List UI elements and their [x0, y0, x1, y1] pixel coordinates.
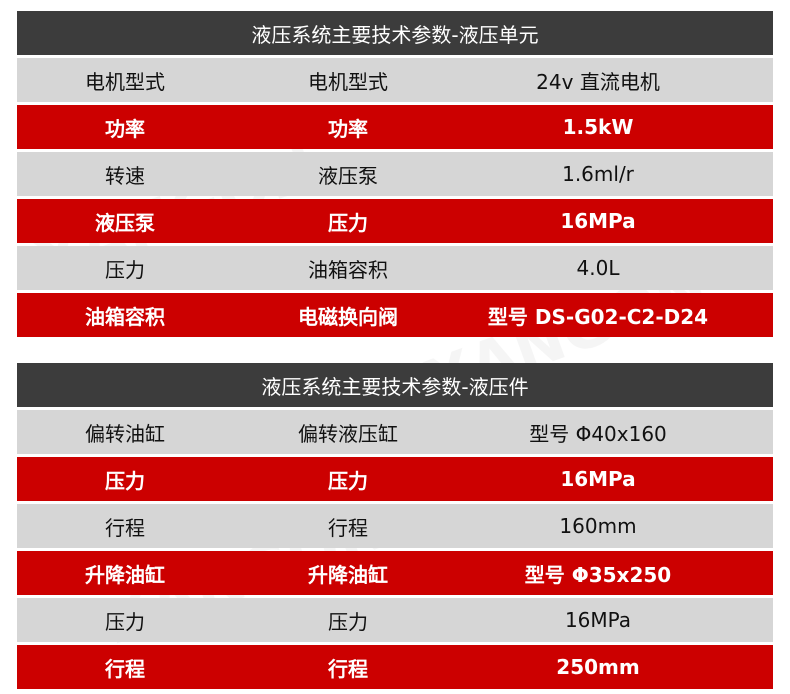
table-cell: 4.0L [576, 256, 620, 280]
hydraulic-unit-table: 液压系统主要技术参数-液压单元 电机型式 电机型式 24v 直流电机功率 功率 1.5k… [17, 11, 773, 340]
table-cell: 16MPa [564, 608, 632, 632]
table-title: 液压系统主要技术参数-液压件 [17, 363, 773, 407]
table-cell: 功率 [105, 116, 145, 141]
table-cell: 压力 [328, 210, 368, 235]
table-cell: 行程 [328, 515, 368, 540]
table-row: 升降油缸 升降油缸 型号 Φ35x250 [17, 551, 773, 595]
table-row: 电机型式 电机型式 24v 直流电机 [17, 58, 773, 102]
table-cell: 液压泵 [318, 163, 378, 188]
table-cell: 160mm [559, 514, 637, 538]
table-cell: 行程 [328, 656, 368, 681]
table-row: 转速 液压泵 1.6ml/r [17, 152, 773, 196]
table-cell: 型号 DS-G02-C2-D24 [487, 304, 709, 329]
table-row: 行程 行程 250mm [17, 645, 773, 689]
table-cell: 转速 [105, 163, 145, 188]
table-cell: 行程 [105, 515, 145, 540]
table-cell: 偏转液压缸 [298, 421, 398, 446]
table-row: 油箱容积 电磁换向阀 型号 DS-G02-C2-D24 [17, 293, 773, 337]
table-row: 压力 压力 16MPa [17, 457, 773, 501]
table-cell: 压力 [105, 257, 145, 282]
table-row: 功率 功率 1.5kW [17, 105, 773, 149]
table-cell: 型号 Φ35x250 [524, 562, 672, 587]
table-cell: 电机型式 [308, 69, 388, 94]
table-cell: 升降油缸 [308, 562, 388, 587]
table-cell: 压力 [105, 609, 145, 634]
table-cell: 行程 [105, 656, 145, 681]
table-cell: 压力 [328, 468, 368, 493]
table-cell: 压力 [105, 468, 145, 493]
table-title: 液压系统主要技术参数-液压单元 [17, 11, 773, 55]
table-cell: 电机型式 [85, 69, 165, 94]
table-cell: 24v 直流电机 [536, 69, 660, 94]
table-cell: 16MPa [560, 467, 636, 491]
table-cell: 功率 [328, 116, 368, 141]
table-cell: 16MPa [560, 209, 636, 233]
table-row: 压力 压力 16MPa [17, 598, 773, 642]
table-row: 压力 油箱容积 4.0L [17, 246, 773, 290]
hydraulic-parts-table: 液压系统主要技术参数-液压件 偏转油缸 偏转液压缸 型号 Φ40x160 压力 压力 16… [17, 363, 773, 692]
table-cell: 偏转油缸 [85, 421, 165, 446]
table-cell: 1.6ml/r [562, 162, 634, 186]
table-cell: 液压泵 [95, 210, 155, 235]
table-row: 行程 行程 160mm [17, 504, 773, 548]
table-row: 液压泵 压力 16MPa [17, 199, 773, 243]
table-cell: 升降油缸 [85, 562, 165, 587]
table-row: 偏转油缸 偏转液压缸 型号 Φ40x160 [17, 410, 773, 454]
table-cell: 1.5kW [562, 115, 634, 139]
table-cell: 电磁换向阀 [298, 304, 398, 329]
table-cell: 油箱容积 [85, 304, 165, 329]
table-cell: 压力 [328, 609, 368, 634]
table-cell: 型号 Φ40x160 [529, 421, 667, 446]
table-cell: 250mm [556, 655, 640, 679]
table-cell: 油箱容积 [308, 257, 388, 282]
